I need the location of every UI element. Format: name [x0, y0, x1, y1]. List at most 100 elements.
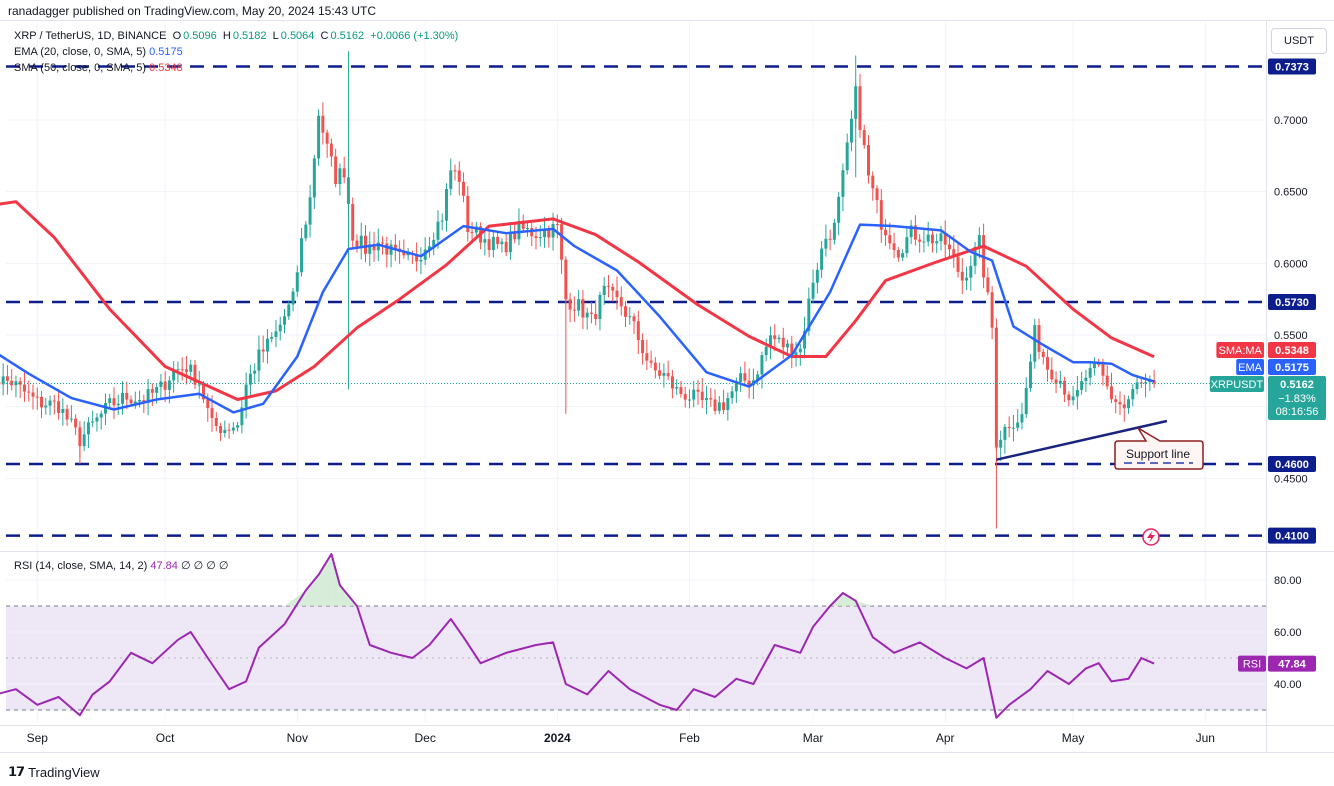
candle-body — [1122, 404, 1126, 409]
candle-body — [385, 243, 389, 255]
candle-body — [521, 220, 525, 229]
candle-body — [543, 229, 547, 238]
candle-body — [223, 429, 227, 433]
candle-body — [760, 355, 764, 375]
candle-body — [960, 271, 964, 281]
candle-body — [875, 188, 879, 201]
candle-body — [372, 244, 376, 251]
candle-body — [1144, 382, 1148, 384]
candle-body — [837, 196, 841, 223]
candle-body — [1071, 396, 1075, 401]
candle-body — [534, 236, 538, 239]
candle-body — [577, 299, 581, 311]
price-tag-name-box — [1209, 376, 1264, 392]
candle-body — [27, 391, 31, 393]
candle-body — [99, 413, 103, 418]
candle-body — [1024, 388, 1028, 415]
ema-label: EMA (20, close, 0, SMA, 5) — [14, 46, 147, 58]
low-label: L — [272, 30, 279, 42]
candle-body — [930, 234, 934, 244]
price-tag-box — [1268, 376, 1326, 420]
candle-body — [913, 225, 917, 240]
tradingview-logo[interactable]: 𝟭𝟳 TradingView — [8, 764, 100, 780]
candle-body — [867, 145, 870, 176]
candle-body — [406, 253, 410, 256]
candle-body — [756, 374, 760, 381]
candle-body — [176, 369, 180, 371]
candle-body — [206, 399, 210, 409]
candle-body — [585, 312, 589, 318]
candle-body — [189, 364, 193, 372]
price-tag-value: 0.5162 — [1280, 379, 1314, 391]
candle-body — [86, 422, 90, 435]
candle-body — [598, 294, 602, 320]
candle-body — [270, 336, 274, 339]
grid — [6, 22, 1266, 722]
currency-button[interactable]: USDT — [1271, 28, 1327, 54]
candle-body — [777, 337, 781, 340]
candle-body — [184, 369, 188, 372]
candle-body — [163, 381, 167, 390]
y-tick-label: 0.7000 — [1274, 115, 1308, 127]
candle-body — [862, 130, 866, 146]
candle-body — [214, 418, 218, 427]
candle-body — [321, 115, 325, 133]
candle-body — [824, 238, 828, 249]
candle-body — [1020, 414, 1024, 423]
candles — [0, 51, 1156, 529]
rsi-y-tick-label: 80.00 — [1274, 575, 1302, 587]
candle-body — [240, 407, 244, 426]
candle-body — [82, 434, 86, 447]
candle-body — [905, 237, 909, 254]
rsi-tag-value-box — [1268, 655, 1316, 672]
tradingview-logo-icon: 𝟭𝟳 — [8, 764, 25, 779]
candle-body — [1118, 402, 1122, 405]
candle-body — [1131, 388, 1135, 400]
candle-body — [1063, 380, 1067, 395]
candle-body — [696, 389, 700, 392]
candle-body — [675, 387, 679, 389]
sma-label: SMA (50, close, 0, SMA, 5) — [14, 62, 147, 74]
candle-body — [892, 243, 896, 251]
candle-body — [803, 331, 807, 349]
alert-flash-bolt — [1147, 531, 1155, 543]
candle-body — [1097, 363, 1101, 365]
tradingview-brand: TradingView — [28, 764, 100, 780]
candle-body — [547, 229, 551, 238]
candle-body — [129, 399, 133, 404]
candle-body — [22, 384, 26, 392]
candle-body — [581, 299, 585, 318]
candle-body — [1105, 375, 1109, 387]
candle-body — [257, 349, 261, 371]
candle-body — [159, 381, 163, 387]
candle-body — [943, 233, 947, 245]
candle-body — [594, 313, 598, 320]
candle-body — [670, 376, 674, 389]
candle-body — [52, 400, 56, 402]
candle-body — [820, 248, 824, 270]
candle-body — [35, 396, 39, 398]
x-tick-label: Sep — [27, 731, 49, 745]
candle-body — [1037, 325, 1041, 352]
candle-body — [551, 224, 555, 238]
sma-tag-value-box — [1268, 342, 1316, 358]
x-tick-label: Feb — [679, 731, 700, 745]
rsi-y-tick-label: 40.00 — [1274, 679, 1302, 691]
candle-body — [939, 233, 943, 242]
candle-body — [909, 225, 913, 238]
candle-body — [611, 286, 615, 291]
candle-body — [589, 312, 593, 314]
sma-tag-name: SMA:MA — [1218, 345, 1262, 357]
candle-body — [312, 158, 316, 198]
x-tick-label: Dec — [415, 731, 436, 745]
candle-body — [91, 421, 95, 423]
candle-body — [700, 391, 704, 401]
candle-body — [48, 400, 52, 406]
x-tick-label: 2024 — [544, 731, 571, 745]
candle-body — [193, 364, 197, 385]
candle-body — [713, 399, 717, 411]
candle-body — [935, 241, 939, 244]
level-tag — [1268, 294, 1316, 311]
sma-legend: SMA (50, close, 0, SMA, 5) 0.5348 — [14, 62, 183, 74]
